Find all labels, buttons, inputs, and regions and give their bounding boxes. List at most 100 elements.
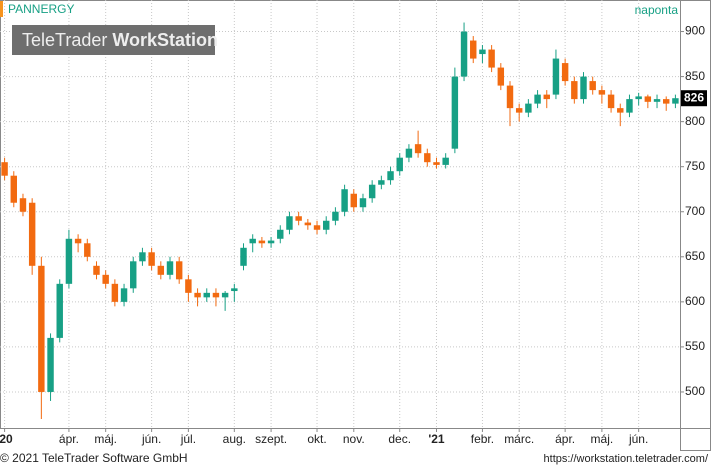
candle-body <box>56 283 63 338</box>
candle-body <box>451 76 459 149</box>
candle-body <box>396 157 403 172</box>
candle-body <box>543 94 550 100</box>
candle-body <box>240 247 247 266</box>
candle-body <box>295 216 302 221</box>
candle-body <box>148 252 155 266</box>
candle-body <box>350 193 357 208</box>
candle-body <box>194 292 201 298</box>
candle-body <box>231 288 238 292</box>
y-tick-label: 900 <box>685 24 705 38</box>
candle-body <box>515 108 523 113</box>
header-accent <box>0 1 3 17</box>
candle-body <box>28 202 36 266</box>
y-tick-label: 800 <box>685 114 705 128</box>
candle-body <box>424 153 431 163</box>
candle-body <box>534 94 541 104</box>
candle-body <box>157 265 165 275</box>
candle-body <box>258 240 266 244</box>
y-axis-panel <box>680 0 711 429</box>
x-tick-label: dec. <box>388 432 411 446</box>
candle-body <box>111 283 119 302</box>
candle-body <box>405 148 413 158</box>
candle-body <box>607 94 615 109</box>
candle-body <box>175 261 183 280</box>
candle-body <box>552 58 560 95</box>
candle-body <box>166 261 174 275</box>
watermark-box <box>12 25 215 55</box>
last-price-label: 826 <box>684 90 704 104</box>
y-tick-label: 550 <box>685 339 705 353</box>
candle-body <box>332 211 339 221</box>
candle-body <box>672 98 679 104</box>
x-tick-label: szept. <box>255 432 287 446</box>
candle-body <box>387 171 394 181</box>
candle-body <box>185 279 192 293</box>
x-tick-label: máj. <box>591 432 614 446</box>
x-tick-label: '21 <box>428 432 445 446</box>
candle-body <box>65 238 73 284</box>
y-tick-label: 650 <box>685 249 705 263</box>
candle-body <box>525 103 532 113</box>
x-tick-label: márc. <box>504 432 534 446</box>
candle-body <box>598 90 606 95</box>
y-tick-label: 850 <box>685 69 705 83</box>
candle-body <box>359 198 367 208</box>
candle-body <box>139 252 146 262</box>
y-tick-label: 700 <box>685 204 705 218</box>
candle-body <box>653 99 661 102</box>
candle-body <box>506 85 514 109</box>
candle-body <box>203 292 210 298</box>
candle-body <box>368 184 376 199</box>
candle-body <box>277 229 284 239</box>
candle-body <box>249 238 256 244</box>
candle-body <box>460 31 468 77</box>
candle-body <box>304 222 312 226</box>
candle-body <box>663 99 670 104</box>
candle-body <box>10 175 17 203</box>
candle-body <box>644 96 652 102</box>
candle-body <box>323 220 330 230</box>
footer-left: © 2021 TeleTrader Software GmbH <box>0 451 188 465</box>
candle-body <box>130 261 137 289</box>
x-tick-label: jún. <box>141 432 161 446</box>
candle-body <box>378 180 385 185</box>
candle-body <box>221 292 229 298</box>
x-tick-label: jún. <box>628 432 648 446</box>
candle-body <box>561 63 569 82</box>
chart-title: PANNERGY <box>8 2 74 16</box>
candle-body <box>120 288 128 302</box>
candle-body <box>479 49 486 55</box>
candle-body <box>212 292 220 298</box>
footer-right: https://workstation.teletrader.com/ <box>544 453 709 465</box>
candle-body <box>286 216 293 230</box>
candle-body <box>488 49 495 68</box>
grid <box>0 0 680 428</box>
candle-body <box>38 265 45 392</box>
watermark: TeleTrader WorkStation <box>22 30 218 50</box>
last-price-box <box>681 90 707 107</box>
candles <box>1 22 679 419</box>
candle-body <box>626 99 633 113</box>
candle-body <box>497 67 505 86</box>
watermark-light: TeleTrader <box>22 30 107 50</box>
candle-body <box>313 225 321 230</box>
x-tick-label: okt. <box>307 432 326 446</box>
corner-box <box>680 428 711 451</box>
period: naponta <box>635 3 679 17</box>
y-tick-label: 600 <box>685 294 705 308</box>
y-tick-label: 750 <box>685 159 705 173</box>
candle-body <box>635 96 642 100</box>
candle-body <box>102 274 109 284</box>
candle-body <box>341 189 348 212</box>
candle-body <box>433 162 440 165</box>
candle-body <box>47 337 54 392</box>
candle-body <box>74 238 82 244</box>
x-tick-label: ápr. <box>555 432 575 446</box>
x-tick-label: aug. <box>223 432 246 446</box>
x-tick-label: febr. <box>471 432 494 446</box>
x-tick-label: nov. <box>343 432 365 446</box>
candle-body <box>589 81 596 91</box>
candle-body <box>1 162 8 176</box>
plot-frame <box>0 0 681 429</box>
